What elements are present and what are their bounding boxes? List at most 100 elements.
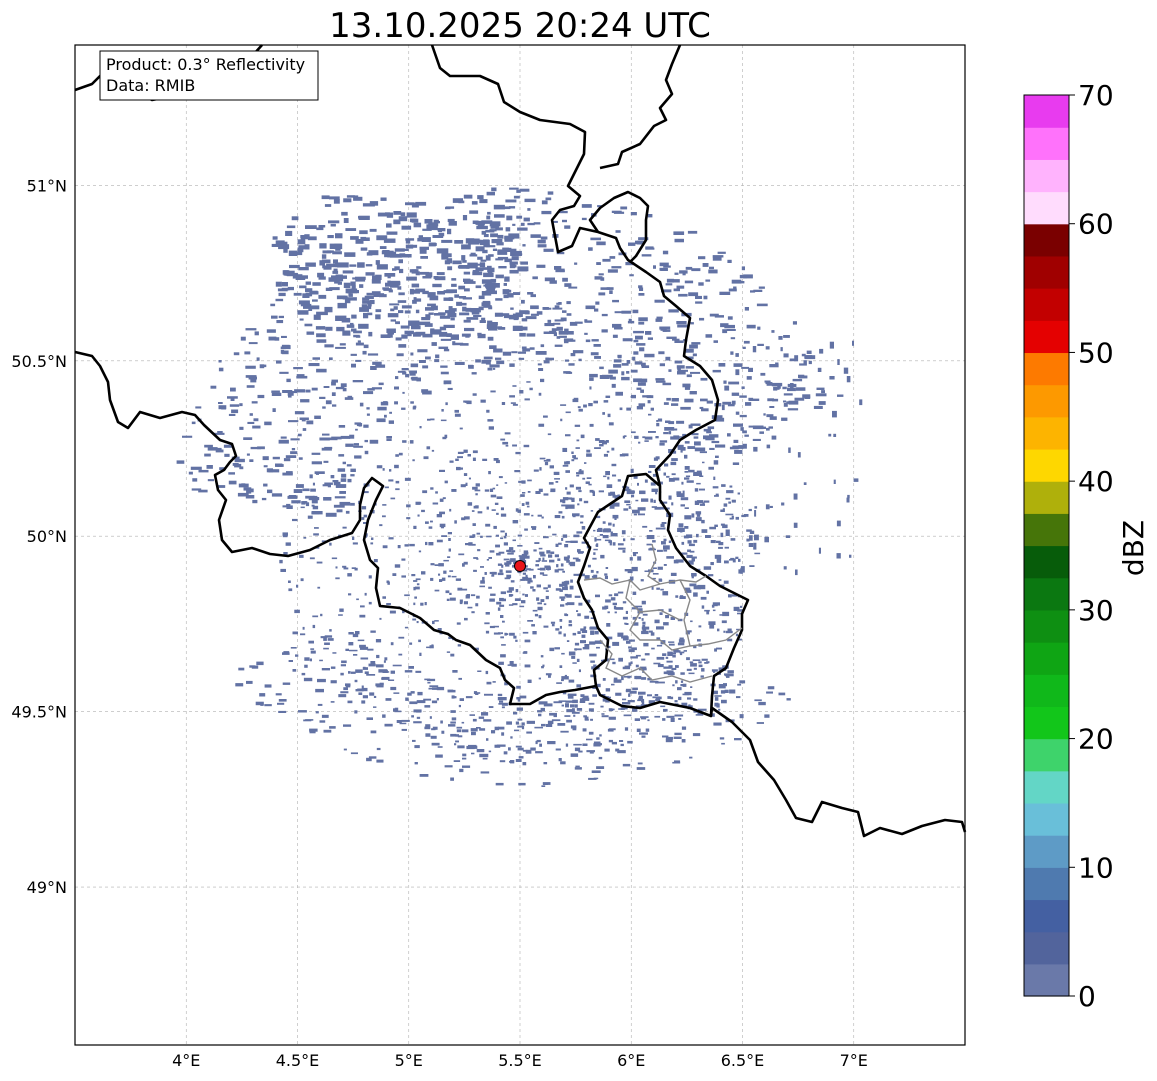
echo-pixel xyxy=(693,667,697,670)
echo-pixel xyxy=(644,440,649,442)
echo-pixel xyxy=(718,363,726,367)
echo-pixel xyxy=(565,487,568,490)
echo-pixel xyxy=(422,365,429,369)
echo-pixel xyxy=(560,269,565,273)
echo-pixel xyxy=(691,556,697,559)
echo-pixel xyxy=(590,718,593,721)
echo-pixel xyxy=(573,397,579,400)
echo-pixel xyxy=(469,535,474,538)
echo-pixel xyxy=(538,677,541,680)
echo-pixel xyxy=(497,256,509,260)
echo-pixel xyxy=(622,616,628,620)
echo-pixel xyxy=(256,661,264,666)
echo-pixel xyxy=(709,526,716,530)
echo-pixel xyxy=(467,262,478,268)
echo-pixel xyxy=(486,535,492,538)
echo-pixel xyxy=(605,599,611,603)
echo-pixel xyxy=(451,695,455,699)
echo-pixel xyxy=(503,283,507,286)
echo-pixel xyxy=(280,568,286,572)
map-area[interactable]: Product: 0.3° Reflectivity Data: RMIB xyxy=(74,44,967,1046)
echo-pixel xyxy=(350,281,356,286)
echo-pixel xyxy=(523,551,529,555)
echo-pixel xyxy=(429,716,432,719)
echo-pixel xyxy=(572,350,584,354)
echo-pixel xyxy=(392,664,402,667)
echo-pixel xyxy=(302,626,305,630)
echo-pixel xyxy=(533,222,541,225)
echo-pixel xyxy=(525,749,531,752)
echo-pixel xyxy=(749,530,755,534)
echo-pixel xyxy=(509,395,515,398)
echo-pixel xyxy=(245,365,256,369)
echo-pixel xyxy=(769,505,773,508)
echo-pixel xyxy=(409,288,414,295)
echo-pixel xyxy=(387,313,399,318)
echo-pixel xyxy=(794,355,799,362)
radar-site-marker[interactable] xyxy=(514,560,526,573)
echo-pixel xyxy=(671,667,677,670)
echo-pixel xyxy=(666,336,677,339)
echo-pixel xyxy=(426,446,431,450)
echo-pixel xyxy=(795,569,798,576)
echo-pixel xyxy=(440,365,448,368)
echo-pixel xyxy=(666,660,673,663)
echo-pixel xyxy=(668,641,675,643)
colorbar-tick-label: 10 xyxy=(1078,851,1114,884)
echo-pixel xyxy=(482,239,490,243)
echo-pixel xyxy=(364,295,374,299)
echo-pixel xyxy=(438,312,446,315)
echo-pixel xyxy=(538,547,543,550)
echo-pixel xyxy=(475,603,479,607)
echo-pixel xyxy=(491,509,496,511)
echo-pixel xyxy=(768,426,773,429)
echo-pixel xyxy=(325,287,333,291)
echo-pixel xyxy=(551,328,557,332)
echo-pixel xyxy=(589,653,597,657)
echo-pixel xyxy=(367,388,375,391)
echo-pixel xyxy=(228,472,235,475)
echo-pixel xyxy=(350,474,355,477)
echo-pixel xyxy=(496,601,502,605)
echo-pixel xyxy=(670,717,675,722)
echo-pixel xyxy=(471,201,478,205)
echo-pixel xyxy=(538,392,542,396)
colorbar-tick-label: 30 xyxy=(1078,594,1114,627)
echo-pixel xyxy=(397,370,406,373)
echo-pixel xyxy=(462,563,465,567)
echo-pixel xyxy=(564,341,569,344)
echo-pixel xyxy=(311,499,318,504)
echo-pixel xyxy=(685,366,694,369)
echo-pixel xyxy=(459,599,463,603)
echo-pixel xyxy=(548,554,553,558)
echo-pixel xyxy=(737,609,743,612)
echo-pixel xyxy=(398,452,403,456)
echo-pixel xyxy=(376,465,383,469)
echo-pixel xyxy=(668,309,679,313)
echo-pixel xyxy=(685,266,693,270)
echo-pixel xyxy=(351,314,357,319)
echo-pixel xyxy=(485,630,490,634)
echo-pixel xyxy=(618,708,622,710)
echo-pixel xyxy=(382,545,388,549)
echo-pixel xyxy=(277,702,285,705)
echo-pixel xyxy=(728,381,740,385)
echo-pixel xyxy=(413,721,422,724)
echo-pixel xyxy=(580,434,585,439)
echo-pixel xyxy=(519,695,527,699)
echo-pixel xyxy=(516,685,521,689)
echo-pixel xyxy=(462,215,468,221)
echo-pixel xyxy=(565,743,569,747)
echo-pixel xyxy=(556,326,563,331)
echo-pixel xyxy=(538,368,544,371)
echo-pixel xyxy=(660,506,665,510)
echo-pixel xyxy=(472,523,476,526)
echo-pixel xyxy=(457,735,463,738)
echo-pixel xyxy=(754,534,759,541)
echo-pixel xyxy=(801,353,806,357)
echo-pixel xyxy=(322,433,330,436)
echo-pixel xyxy=(702,263,709,267)
echo-pixel xyxy=(324,344,334,348)
echo-pixel xyxy=(330,666,336,669)
echo-pixel xyxy=(592,686,596,689)
